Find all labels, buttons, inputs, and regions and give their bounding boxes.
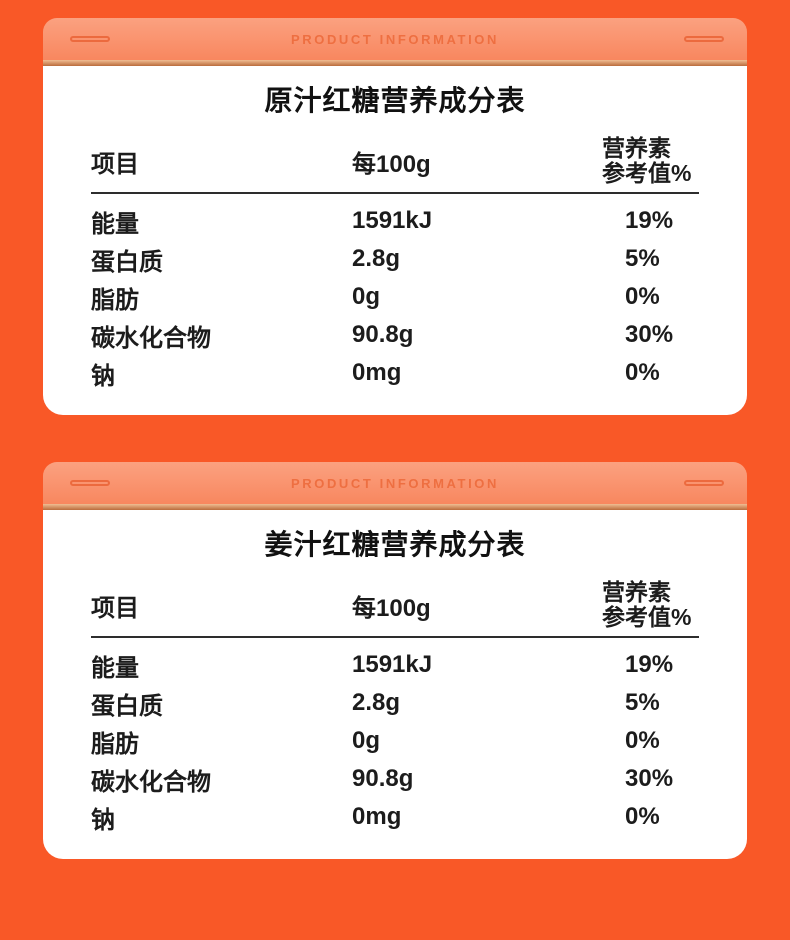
- table-row: 蛋白质 2.8g 5%: [91, 240, 699, 278]
- nutrient-nrv: 0%: [625, 803, 660, 830]
- header-nrv: 营养素 参考值%: [602, 136, 699, 186]
- banner-shadow-edge: [43, 60, 747, 66]
- nutrient-amount: 0g: [352, 283, 381, 310]
- nutrient-name: 钠: [91, 806, 115, 834]
- header-nrv-line1: 营养素: [602, 579, 671, 605]
- nutrient-nrv: 30%: [625, 321, 674, 348]
- header-item: 项目: [91, 594, 139, 622]
- pill-decoration-icon: [684, 36, 724, 42]
- header-item: 项目: [91, 150, 139, 178]
- product-info-banner: PRODUCT INFORMATION: [43, 18, 747, 60]
- header-nrv: 营养素 参考值%: [602, 580, 699, 630]
- nutrient-name: 脂肪: [91, 730, 139, 758]
- nutrient-name: 蛋白质: [91, 692, 163, 720]
- nutrient-amount: 2.8g: [352, 689, 401, 716]
- nutrient-name: 能量: [91, 654, 139, 682]
- nutrient-name: 能量: [91, 210, 139, 238]
- nutrient-name: 蛋白质: [91, 248, 163, 276]
- nutrient-name: 脂肪: [91, 286, 139, 314]
- table-row: 脂肪 0g 0%: [91, 278, 699, 316]
- nutrient-nrv: 30%: [625, 765, 674, 792]
- table-row: 钠 0mg 0%: [91, 354, 699, 392]
- table-header-row: 项目 每100g 营养素 参考值%: [91, 580, 699, 638]
- banner-title: PRODUCT INFORMATION: [290, 31, 500, 47]
- header-nrv-line2: 参考值%: [602, 604, 692, 630]
- banner-shadow-edge: [43, 504, 747, 510]
- nutrient-amount: 1591kJ: [352, 651, 433, 678]
- table-row: 蛋白质 2.8g 5%: [91, 684, 699, 722]
- table-row: 碳水化合物 90.8g 30%: [91, 316, 699, 354]
- pill-decoration-icon: [684, 480, 724, 486]
- nutrient-amount: 2.8g: [352, 245, 401, 272]
- nutrient-nrv: 19%: [625, 651, 674, 678]
- nutrient-nrv: 5%: [625, 689, 660, 716]
- card-title: 姜汁红糖营养成分表: [264, 529, 526, 560]
- nutrient-amount: 0mg: [352, 359, 402, 386]
- nutrient-amount: 1591kJ: [352, 207, 433, 234]
- banner-title: PRODUCT INFORMATION: [290, 475, 500, 491]
- nutrient-nrv: 19%: [625, 207, 674, 234]
- table-row: 脂肪 0g 0%: [91, 722, 699, 760]
- table-body: 能量 1591kJ 19% 蛋白质 2.8g 5% 脂肪 0g 0% 碳水化合物…: [91, 646, 699, 836]
- table-row: 能量 1591kJ 19%: [91, 646, 699, 684]
- table-row: 钠 0mg 0%: [91, 798, 699, 836]
- nutrient-nrv: 0%: [625, 359, 660, 386]
- pill-decoration-icon: [70, 36, 110, 42]
- card-body: 姜汁红糖营养成分表 项目 每100g 营养素 参考值% 能量 1591kJ 19…: [43, 510, 747, 859]
- nutrient-nrv: 0%: [625, 727, 660, 754]
- card-title: 原汁红糖营养成分表: [264, 85, 526, 116]
- table-row: 碳水化合物 90.8g 30%: [91, 760, 699, 798]
- card-body: 原汁红糖营养成分表 项目 每100g 营养素 参考值% 能量 1591kJ 19…: [43, 66, 747, 415]
- pill-decoration-icon: [70, 480, 110, 486]
- nutrient-amount: 0mg: [352, 803, 402, 830]
- nutrient-amount: 90.8g: [352, 321, 414, 348]
- nutrient-amount: 90.8g: [352, 765, 414, 792]
- nutrient-nrv: 0%: [625, 283, 660, 310]
- nutrient-name: 钠: [91, 362, 115, 390]
- nutrition-card-original: PRODUCT INFORMATION 原汁红糖营养成分表 项目 每100g 营…: [43, 18, 747, 415]
- nutrient-nrv: 5%: [625, 245, 660, 272]
- nutrient-amount: 0g: [352, 727, 381, 754]
- table-row: 能量 1591kJ 19%: [91, 202, 699, 240]
- nutrient-name: 碳水化合物: [91, 324, 211, 352]
- nutrient-name: 碳水化合物: [91, 768, 211, 796]
- table-header-row: 项目 每100g 营养素 参考值%: [91, 136, 699, 194]
- product-info-banner: PRODUCT INFORMATION: [43, 462, 747, 504]
- table-body: 能量 1591kJ 19% 蛋白质 2.8g 5% 脂肪 0g 0% 碳水化合物…: [91, 202, 699, 392]
- header-per-100g: 每100g: [352, 150, 431, 178]
- header-per-100g: 每100g: [352, 594, 431, 622]
- header-nrv-line2: 参考值%: [602, 160, 692, 186]
- header-nrv-line1: 营养素: [602, 135, 671, 161]
- nutrition-card-ginger: PRODUCT INFORMATION 姜汁红糖营养成分表 项目 每100g 营…: [43, 462, 747, 859]
